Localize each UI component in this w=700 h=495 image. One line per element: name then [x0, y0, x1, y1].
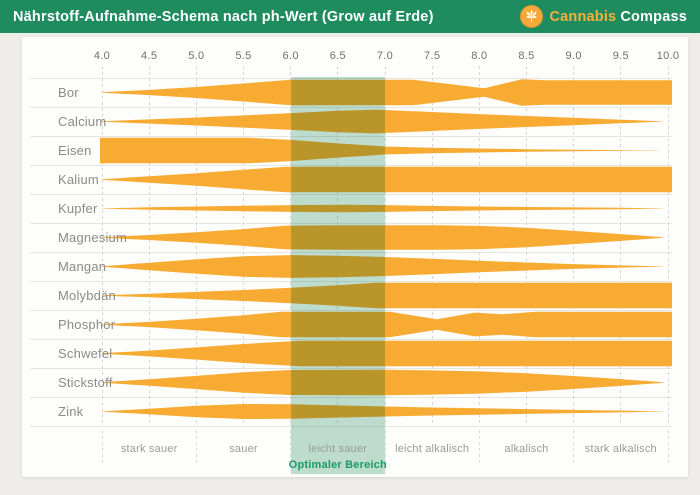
ph-category-label: sauer [229, 443, 258, 455]
ph-tick-label: 5.5 [235, 50, 252, 62]
ph-tick-label: 10.0 [656, 50, 680, 62]
nutrient-label-stickstoff: Stickstoff [58, 375, 113, 390]
ph-gridline [148, 66, 150, 426]
ribbon-kalium [102, 166, 672, 193]
ph-gridline [573, 66, 575, 426]
brand-name-secondary: Compass [620, 8, 687, 25]
nutrient-label-molybdän: Molybdän [58, 288, 116, 303]
ph-category-label: leicht alkalisch [395, 443, 470, 455]
optimal-range-label: Optimaler Bereich [288, 459, 387, 471]
nutrient-label-phosphor: Phosphor [58, 317, 116, 332]
ph-tick-label: 7.0 [376, 50, 394, 62]
brand-logo: Cannabis Compass [520, 5, 687, 28]
ph-tick-label: 4.5 [141, 50, 158, 62]
ph-tick-label: 7.5 [424, 50, 441, 62]
ribbon-bor [102, 79, 672, 106]
category-boundary-line [384, 430, 386, 466]
ph-gridline [243, 66, 244, 426]
nutrient-label-kupfer: Kupfer [58, 201, 98, 216]
ph-gridline [667, 66, 669, 426]
category-boundary-line [667, 430, 669, 466]
brand-name-primary: Cannabis [549, 8, 617, 25]
category-boundary-line [573, 430, 575, 466]
ph-gridline [195, 66, 197, 426]
nutrient-label-schwefel: Schwefel [58, 346, 113, 361]
cannabis-leaf-icon [520, 5, 544, 28]
ph-category-label: leicht sauer [308, 443, 368, 455]
nutrient-label-calcium: Calcium [58, 114, 107, 129]
ph-tick-label: 6.5 [329, 50, 346, 62]
ph-tick-label: 8.5 [518, 50, 535, 62]
ph-tick-label: 6.0 [282, 50, 299, 62]
ph-tick-label: 9.0 [565, 50, 582, 62]
brand-name: Cannabis Compass [549, 9, 687, 25]
ribbon-molybdän [102, 282, 672, 309]
nutrient-label-zink: Zink [58, 404, 84, 419]
nutrient-label-magnesium: Magnesium [58, 230, 127, 245]
optimal-range-band [290, 77, 385, 474]
nutrient-label-eisen: Eisen [58, 143, 92, 158]
ph-tick-label: 5.0 [188, 50, 205, 62]
category-boundary-line [195, 430, 197, 466]
nutrient-label-mangan: Mangan [58, 259, 107, 274]
ph-tick-label: 8.0 [471, 50, 488, 62]
ph-tick-label: 9.5 [612, 50, 629, 62]
ribbon-phosphor [102, 311, 672, 338]
ph-tick-label: 4.0 [93, 50, 111, 62]
ribbon-schwefel [102, 340, 672, 367]
nutrient-label-kalium: Kalium [58, 172, 99, 187]
ph-gridline [101, 66, 103, 426]
category-boundary-line [478, 430, 480, 466]
header-bar: Nährstoff-Aufnahme-Schema nach ph-Wert (… [0, 0, 700, 33]
ph-category-label: stark sauer [120, 443, 178, 455]
ph-gridline [620, 66, 622, 426]
ph-category-label: alkalisch [504, 443, 549, 455]
nutrient-label-bor: Bor [58, 85, 79, 100]
category-boundary-line [101, 430, 103, 466]
ph-category-label: stark alkalisch [584, 443, 657, 455]
page-title: Nährstoff-Aufnahme-Schema nach ph-Wert (… [13, 8, 434, 25]
